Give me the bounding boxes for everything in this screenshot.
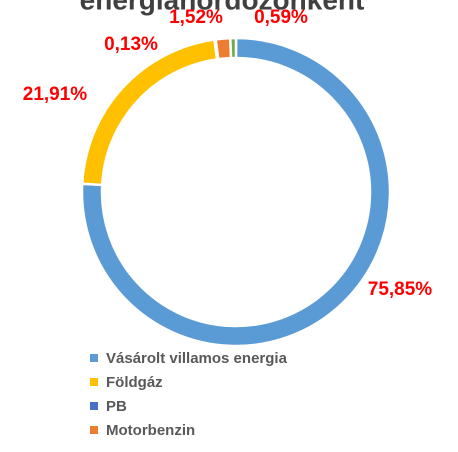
data-label: 75,85%	[368, 279, 433, 300]
legend-label: PB	[106, 398, 127, 415]
legend-marker	[90, 402, 98, 410]
data-label: 0,59%	[254, 7, 308, 28]
data-label: 21,91%	[23, 84, 88, 105]
legend-marker	[90, 426, 98, 434]
legend-label: Motorbenzin	[106, 422, 195, 439]
donut-slice	[214, 36, 233, 61]
donut-slice	[228, 36, 238, 60]
data-label: 1,52%	[169, 7, 223, 28]
legend-marker	[90, 378, 98, 386]
data-label: 0,13%	[104, 34, 158, 55]
chart-title: energiahordozónként	[80, 0, 365, 15]
legend-marker	[90, 354, 98, 362]
legend-label: Vásárolt villamos energia	[106, 350, 288, 367]
legend-label: Földgáz	[106, 374, 163, 391]
